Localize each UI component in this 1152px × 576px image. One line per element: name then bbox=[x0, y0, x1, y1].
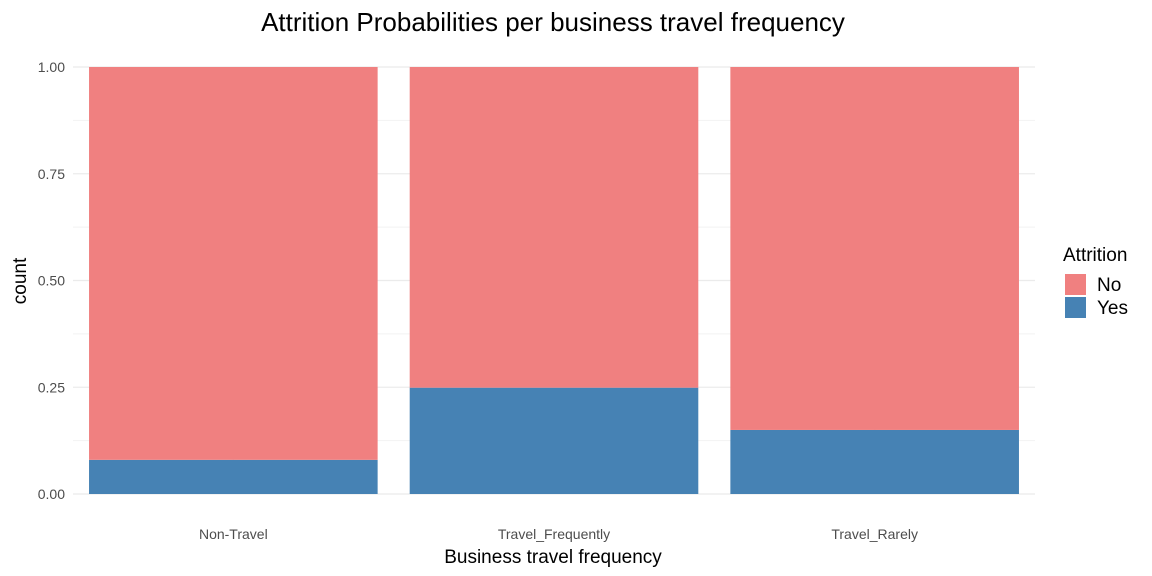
y-tick-labels: 0.00 0.25 0.50 0.75 1.00 bbox=[38, 59, 65, 502]
legend-label-no: No bbox=[1097, 275, 1121, 296]
bar-segment-yes bbox=[409, 387, 699, 494]
bar-segment-no bbox=[409, 67, 699, 388]
x-axis-label: Business travel frequency bbox=[444, 547, 662, 568]
bar-segment-yes bbox=[89, 459, 378, 494]
y-tick-label: 1.00 bbox=[38, 59, 65, 75]
legend-label-yes: Yes bbox=[1097, 298, 1128, 319]
legend-key-no bbox=[1065, 274, 1086, 295]
bars bbox=[89, 67, 1019, 494]
x-tick-label: Non-Travel bbox=[199, 526, 268, 542]
chart-title: Attrition Probabilities per business tra… bbox=[261, 7, 845, 37]
bar-segment-yes bbox=[730, 429, 1019, 494]
legend-key-yes bbox=[1065, 297, 1086, 318]
y-tick-label: 0.75 bbox=[38, 166, 65, 182]
y-tick-label: 0.50 bbox=[38, 273, 65, 289]
x-tick-label: Travel_Frequently bbox=[498, 526, 610, 542]
legend-title: Attrition bbox=[1063, 245, 1127, 266]
y-axis-label: count bbox=[10, 257, 31, 304]
x-tick-labels: Non-Travel Travel_Frequently Travel_Rarely bbox=[199, 526, 918, 542]
x-tick-label: Travel_Rarely bbox=[831, 526, 918, 542]
y-tick-label: 0.00 bbox=[38, 486, 65, 502]
y-tick-label: 0.25 bbox=[38, 379, 65, 395]
bar-segment-no bbox=[89, 67, 378, 460]
bar-segment-no bbox=[730, 67, 1019, 430]
